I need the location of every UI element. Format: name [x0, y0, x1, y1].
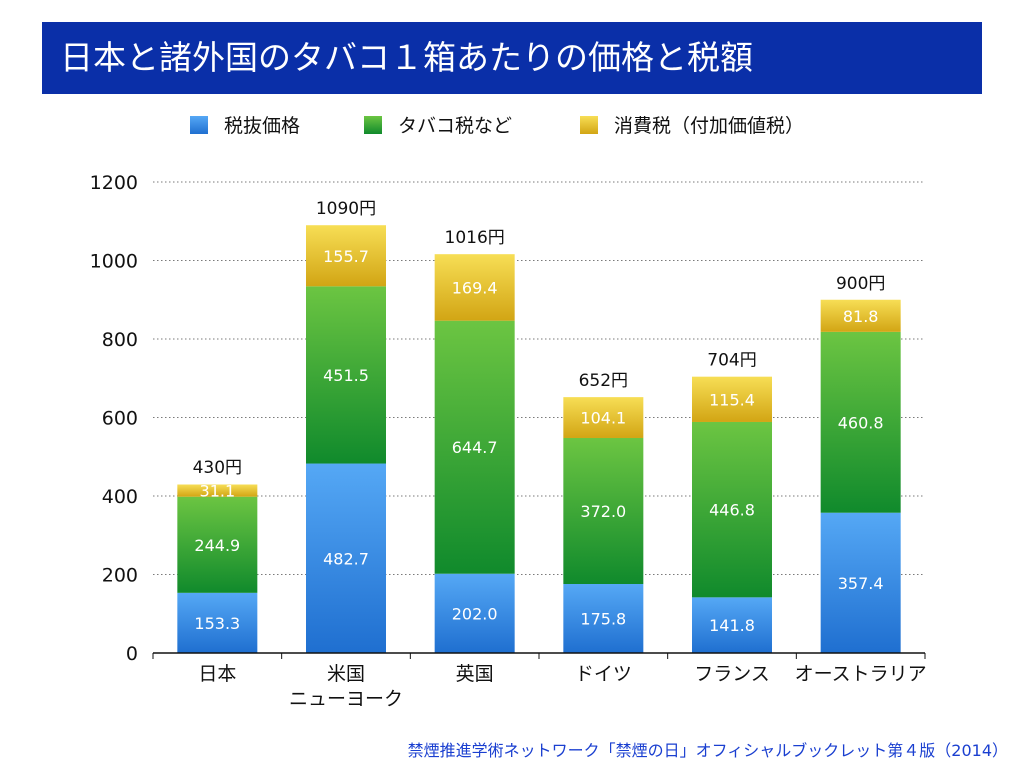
bar-stack: 141.8 446.8 115.4 704円: [692, 351, 772, 653]
bar-segment: [820, 512, 901, 653]
data-label: 81.8: [843, 307, 879, 326]
legend-swatch: [364, 116, 382, 134]
bar-segment: [306, 286, 386, 464]
legend-label: 消費税（付加価値税）: [614, 115, 804, 137]
x-category-label: ニューヨーク: [289, 688, 403, 710]
data-label: 357.4: [838, 574, 884, 593]
x-category-label: フランス: [694, 663, 770, 685]
bar-segment: [820, 331, 901, 513]
bar-segment: [434, 254, 515, 321]
x-category-label: オーストラリア: [795, 663, 927, 685]
legend-item: 消費税（付加価値税）: [580, 115, 804, 137]
title-banner: 日本と諸外国のタバコ１箱あたりの価格と税額: [42, 22, 982, 94]
data-label: 155.7: [323, 247, 369, 266]
bar-segment: [177, 592, 258, 653]
y-axis: 0 200 400 600 800 1000 1200: [90, 172, 138, 665]
bar-segment: [563, 583, 644, 653]
bar-stack: 202.0 644.7 169.4 1016円: [434, 228, 515, 653]
data-label: 104.1: [580, 409, 626, 428]
total-label: 1016円: [445, 228, 505, 248]
data-label: 644.7: [452, 438, 498, 457]
data-label: 372.0: [580, 502, 626, 521]
bar-segment: [177, 496, 258, 593]
bar-segment: [177, 484, 258, 497]
data-label: 175.8: [580, 609, 626, 628]
y-tick-label: 200: [102, 565, 138, 587]
data-label: 451.5: [323, 366, 369, 385]
legend-label: タバコ税など: [398, 115, 512, 137]
bar-segment: [692, 421, 772, 598]
grid-lines: [153, 181, 925, 575]
legend-swatch: [190, 116, 208, 134]
data-label: 460.8: [838, 413, 884, 432]
bar-stack: 175.8 372.0 104.1 652円: [563, 371, 644, 653]
total-label: 1090円: [316, 199, 376, 219]
bar-stack: 153.3 244.9 31.1 430円: [177, 458, 258, 653]
bar-segment: [563, 437, 644, 584]
source-citation: 禁煙推進学術ネットワーク「禁煙の日」オフィシャルブックレット第４版（2014）: [407, 741, 1008, 760]
data-label: 244.9: [194, 536, 240, 555]
legend-swatch: [580, 116, 598, 134]
bar-segment: [692, 376, 772, 422]
bar-segment: [692, 597, 772, 653]
legend: 税抜価格 タバコ税など 消費税（付加価値税）: [190, 115, 804, 137]
y-tick-label: 800: [102, 329, 138, 351]
legend-label: 税抜価格: [224, 115, 300, 137]
data-label: 169.4: [452, 278, 498, 297]
x-category-label: 日本: [198, 663, 236, 685]
bar-segment: [434, 573, 515, 653]
bar-segment: [434, 320, 515, 574]
data-label: 446.8: [709, 501, 755, 520]
legend-item: 税抜価格: [190, 115, 300, 137]
y-tick-label: 600: [102, 408, 138, 430]
total-label: 900円: [836, 274, 885, 294]
y-tick-label: 1000: [90, 251, 138, 273]
legend-item: タバコ税など: [364, 115, 512, 137]
data-label: 482.7: [323, 549, 369, 568]
bar-stack: 357.4 460.8 81.8 900円: [820, 274, 901, 653]
x-category-label: ドイツ: [575, 663, 632, 685]
data-label: 153.3: [194, 614, 240, 633]
data-label: 31.1: [200, 482, 236, 501]
total-label: 430円: [193, 458, 242, 478]
x-category-label: 米国: [327, 663, 365, 685]
total-label: 704円: [707, 351, 756, 371]
bar-segment: [306, 225, 386, 287]
y-tick-label: 0: [126, 643, 138, 665]
bar-segment: [306, 463, 386, 653]
data-label: 115.4: [709, 390, 755, 409]
data-label: 141.8: [709, 616, 755, 635]
y-tick-label: 400: [102, 486, 138, 508]
y-tick-label: 1200: [90, 172, 138, 194]
chart-title: 日本と諸外国のタバコ１箱あたりの価格と税額: [60, 38, 753, 77]
total-label: 652円: [579, 371, 628, 391]
bar-stack: 482.7 451.5 155.7 1090円: [306, 199, 386, 653]
x-category-label: 英国: [456, 663, 494, 685]
data-label: 202.0: [452, 604, 498, 623]
bar-segment: [563, 397, 644, 438]
bar-segment: [820, 299, 901, 332]
bars: 153.3 244.9 31.1 430円 482.7 451.5 155.7 1090円 20…: [177, 199, 901, 653]
